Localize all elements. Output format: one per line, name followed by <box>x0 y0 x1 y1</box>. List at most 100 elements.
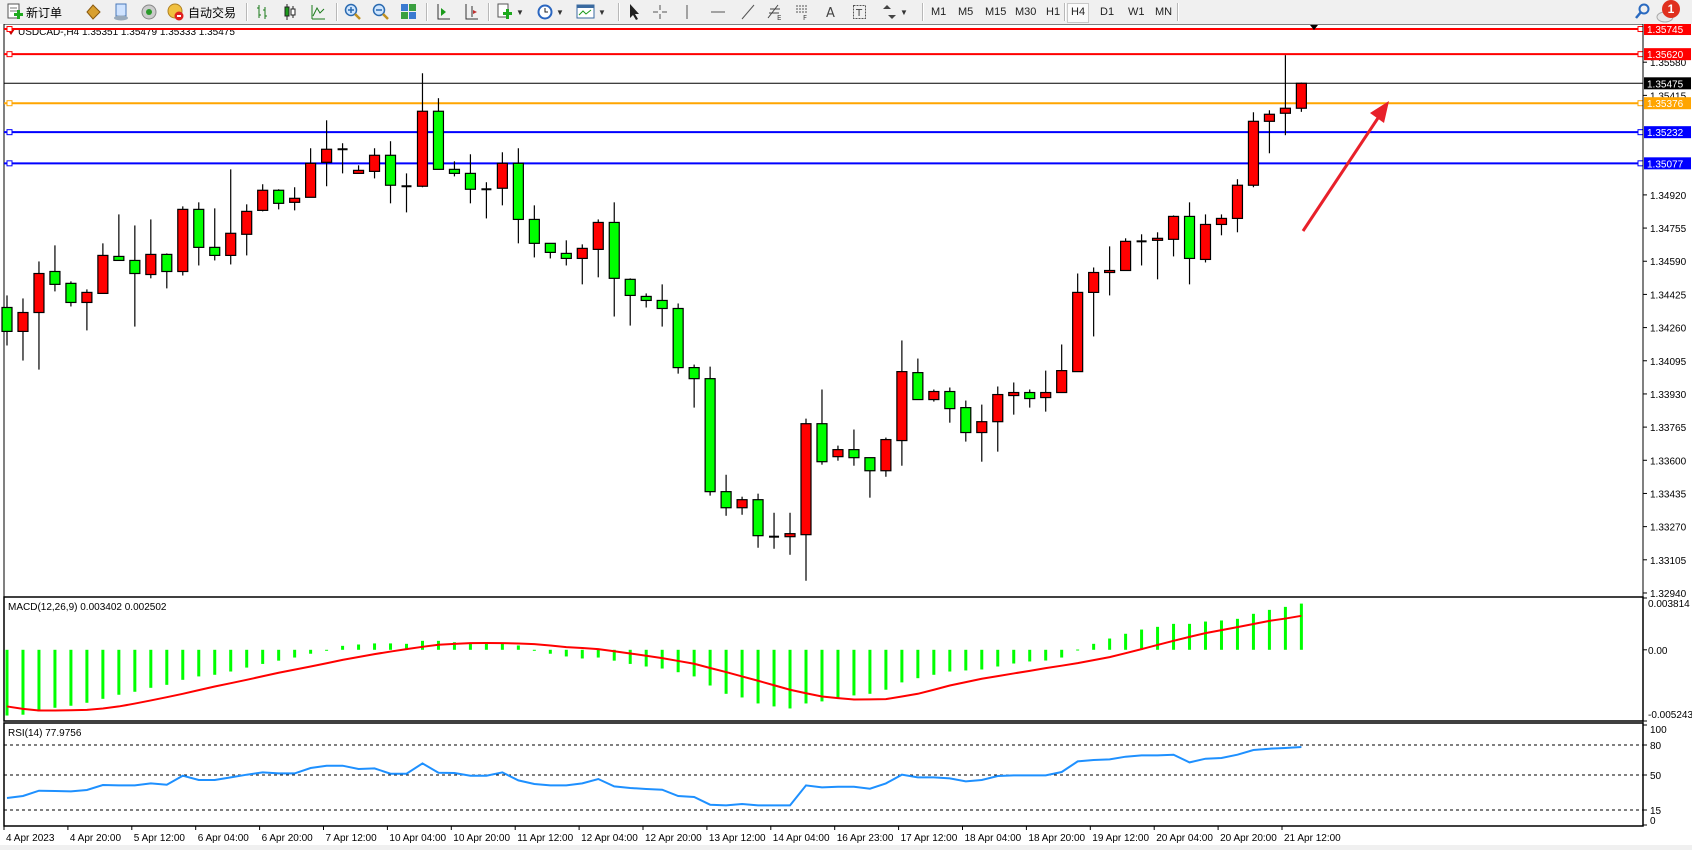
macd-histogram-bar <box>548 649 552 654</box>
macd-histogram-bar <box>420 640 424 650</box>
candle-body-bull <box>1104 269 1116 274</box>
macd-histogram-bar <box>1251 613 1255 650</box>
candle-body-bull <box>81 291 93 304</box>
new-order-button[interactable]: 新订单 <box>6 2 62 22</box>
auto-scroll-button[interactable] <box>434 2 452 22</box>
macd-histogram-bar <box>245 649 249 668</box>
macd-histogram-bar <box>85 649 89 703</box>
periods-button[interactable]: ▼ <box>536 2 564 22</box>
search-button[interactable] <box>1634 2 1650 22</box>
timeframe-mn[interactable]: MN <box>1155 6 1173 18</box>
level-handle[interactable] <box>1637 26 1644 33</box>
zoom-out-button[interactable] <box>372 2 390 22</box>
level-handle[interactable] <box>6 26 13 33</box>
macd-histogram-bar <box>836 649 840 699</box>
indicators-button[interactable]: ▼ <box>496 2 524 22</box>
macd-tick-label: 0.00 <box>1648 646 1668 657</box>
candle <box>145 219 157 279</box>
candle-body-bull <box>1279 107 1292 114</box>
timeframe-m1[interactable]: M1 <box>931 6 947 18</box>
candle-body-bull <box>1199 223 1212 261</box>
candle-body-bull <box>225 232 237 257</box>
level-handle[interactable] <box>6 160 13 167</box>
timeframe-m5[interactable]: M5 <box>958 6 974 18</box>
chart-shift-button[interactable] <box>462 2 480 22</box>
level-handle[interactable] <box>6 51 13 58</box>
chevron-down-icon: ▼ <box>598 7 606 17</box>
candle-body-bull <box>736 499 748 509</box>
timeframe-w1[interactable]: W1 <box>1128 6 1145 18</box>
candlestick-button[interactable] <box>282 2 298 22</box>
level-handle[interactable] <box>1637 51 1644 58</box>
fibonacci-button[interactable]: E <box>766 2 784 22</box>
candle-body-bear <box>640 295 652 302</box>
level-handle[interactable] <box>6 129 13 136</box>
vertical-line-button[interactable] <box>682 2 692 22</box>
macd-histogram-bar <box>117 649 121 695</box>
trendline-button[interactable] <box>740 2 756 22</box>
auto-trading-button[interactable]: 自动交易 <box>166 2 236 22</box>
timeframe-h1[interactable]: H1 <box>1046 6 1061 18</box>
chart-shift-marker-icon[interactable] <box>1310 25 1318 30</box>
time-tick-label: 12 Apr 04:00 <box>581 833 638 844</box>
level-handle[interactable] <box>6 100 13 107</box>
text-button[interactable]: A <box>824 2 838 22</box>
current-price-tag <box>1644 77 1691 90</box>
candle-body-bear <box>720 491 732 509</box>
timeframe-d1[interactable]: D1 <box>1100 6 1115 18</box>
macd-histogram-bar <box>564 649 568 657</box>
candle <box>592 219 604 278</box>
candle <box>752 493 764 548</box>
expert-button[interactable] <box>84 2 102 22</box>
horizontal-line-button[interactable] <box>710 2 726 22</box>
text-label-icon: T <box>853 5 866 19</box>
candle-body-bull <box>1008 391 1020 397</box>
templates-button[interactable]: ▼ <box>576 2 606 22</box>
candle <box>544 242 556 259</box>
candle-body-bull <box>1056 370 1068 394</box>
macd-histogram-bar <box>1235 618 1239 650</box>
candle <box>944 387 956 423</box>
crosshair-button[interactable] <box>652 2 668 22</box>
macd-histogram-bar <box>964 649 968 671</box>
time-tick-label: 4 Apr 2023 <box>6 833 55 844</box>
text-label-button[interactable]: T <box>852 2 868 22</box>
notification-badge: 1 <box>1662 0 1680 18</box>
bar-chart-icon <box>257 5 267 19</box>
arrow-annotation[interactable] <box>1301 101 1389 232</box>
candle-body-bear <box>448 168 461 174</box>
signals-button[interactable] <box>140 2 158 22</box>
chevron-down-icon: ▼ <box>900 7 908 17</box>
fibo-lines-button[interactable]: F <box>794 2 812 22</box>
bar-chart-button[interactable] <box>254 2 270 22</box>
candle-body-bear <box>273 189 285 204</box>
candle-body-bear <box>65 282 77 304</box>
level-handle[interactable] <box>1637 100 1644 107</box>
candle-body-bull <box>1151 237 1164 241</box>
arrows-button[interactable]: ▼ <box>880 2 908 22</box>
candle-body-bear <box>113 255 125 262</box>
tile-windows-button[interactable] <box>400 2 418 22</box>
candle <box>816 389 828 465</box>
macd-histogram-bar <box>405 643 408 650</box>
candle <box>209 208 221 261</box>
candle-body-bull <box>305 162 317 198</box>
timeframe-m30[interactable]: M30 <box>1015 6 1037 18</box>
cursor-button[interactable] <box>626 2 642 22</box>
level-handle[interactable] <box>1637 160 1644 167</box>
price-tick-label: 1.34920 <box>1650 191 1687 202</box>
navigator-button[interactable] <box>112 2 130 22</box>
macd-histogram-bar <box>532 649 536 651</box>
candle <box>33 261 45 370</box>
timeframe-h4[interactable]: H4 <box>1067 3 1090 23</box>
candle-body-bull <box>1072 291 1084 373</box>
zoom-in-button[interactable] <box>344 2 362 22</box>
macd-histogram-bar <box>980 649 984 670</box>
chart-window[interactable]: USDCAD-,H4 1.35351 1.35479 1.35333 1.3547… <box>0 24 1692 850</box>
candle-body-bear <box>161 253 173 273</box>
level-handle[interactable] <box>1637 129 1644 136</box>
line-chart-button[interactable] <box>310 2 326 22</box>
candle-body-bull <box>800 423 812 536</box>
candle-body-bull <box>1295 82 1307 109</box>
timeframe-m15[interactable]: M15 <box>985 6 1007 18</box>
